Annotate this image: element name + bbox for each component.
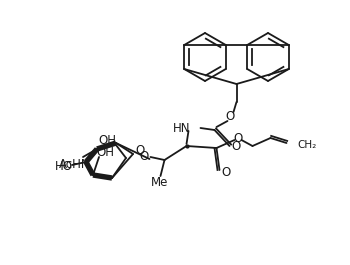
- Text: O: O: [234, 131, 243, 144]
- Text: O: O: [140, 151, 149, 164]
- Text: O: O: [232, 140, 241, 153]
- Text: AcHN: AcHN: [59, 157, 91, 170]
- Text: HN: HN: [173, 121, 190, 135]
- Text: O: O: [226, 111, 235, 123]
- Text: O: O: [221, 166, 230, 179]
- Text: OH: OH: [98, 134, 116, 147]
- Text: O: O: [135, 144, 145, 157]
- Text: HO: HO: [55, 161, 73, 174]
- Text: Me: Me: [151, 175, 168, 188]
- Text: OH: OH: [96, 145, 114, 158]
- Text: CH₂: CH₂: [298, 140, 317, 150]
